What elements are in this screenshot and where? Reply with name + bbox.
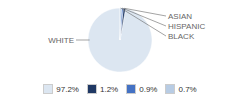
svg-text:ASIAN: ASIAN <box>168 12 192 21</box>
html-text:1.2%: 1.2% <box>100 84 119 94</box>
html-text:0.7%: 0.7% <box>178 84 197 94</box>
svg-text:WHITE: WHITE <box>48 36 74 45</box>
html-text:0.9%: 0.9% <box>139 84 158 94</box>
html-text:97.2%: 97.2% <box>56 84 79 94</box>
svg-text:HISPANIC: HISPANIC <box>168 22 205 31</box>
svg-text:BLACK: BLACK <box>168 32 195 41</box>
